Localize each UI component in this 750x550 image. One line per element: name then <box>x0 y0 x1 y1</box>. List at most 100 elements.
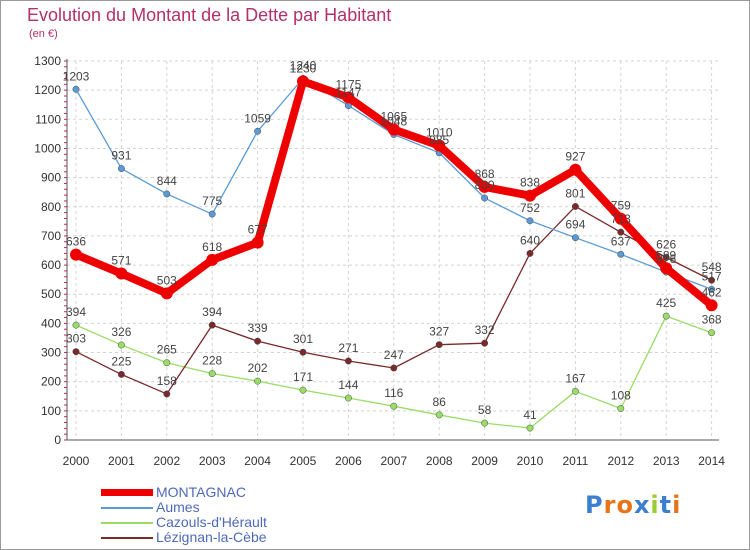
logo-letter: i <box>650 491 660 519</box>
y-tick-label: 500 <box>41 287 61 301</box>
y-tick-label: 1000 <box>34 141 61 155</box>
data-point-cazouls <box>662 312 670 320</box>
data-point-cazouls <box>481 419 489 427</box>
data-point-aumes <box>254 127 262 135</box>
proxiti-logo: Proxiti <box>585 491 681 519</box>
data-point-montagnac <box>478 180 491 193</box>
x-tick-label: 2001 <box>108 454 135 468</box>
data-label-montagnac: 1175 <box>335 77 361 91</box>
data-point-montagnac <box>524 189 536 202</box>
data-label-aumes: 576 <box>656 252 676 266</box>
data-point-cazouls <box>390 402 398 410</box>
x-tick-label: 2002 <box>153 454 180 468</box>
x-tick-label: 2003 <box>199 454 226 468</box>
data-point-aumes <box>708 285 716 293</box>
data-label-aumes: 985 <box>429 133 449 147</box>
data-label-lezignan: 303 <box>66 332 86 346</box>
data-point-montagnac <box>569 163 582 176</box>
data-point-lezignan <box>344 357 352 365</box>
y-tick-label: 700 <box>41 229 61 243</box>
data-label-cazouls: 86 <box>433 395 447 409</box>
y-tick-label: 400 <box>41 316 61 330</box>
logo-letter: t <box>659 491 673 519</box>
data-point-lezignan <box>617 228 625 236</box>
data-point-cazouls <box>344 394 352 402</box>
data-label-montagnac: 677 <box>248 223 268 237</box>
data-label-lezignan: 548 <box>702 260 722 274</box>
legend-swatch-montagnac <box>101 489 153 496</box>
data-point-cazouls <box>163 359 171 367</box>
data-point-lezignan <box>72 348 80 356</box>
data-point-aumes <box>526 217 534 225</box>
data-label-aumes: 931 <box>111 149 131 163</box>
data-label-montagnac: 1065 <box>380 110 407 124</box>
y-tick-label: 1300 <box>34 54 61 68</box>
data-label-lezignan: 327 <box>429 325 449 339</box>
data-label-cazouls: 108 <box>611 389 631 403</box>
x-tick-label: 2004 <box>244 454 271 468</box>
legend-swatch-lezignan <box>101 537 153 539</box>
x-tick-label: 2010 <box>517 454 544 468</box>
data-label-lezignan: 332 <box>475 323 495 337</box>
x-tick-label: 2009 <box>471 454 498 468</box>
x-tick-label: 2007 <box>380 454 407 468</box>
data-label-montagnac: 618 <box>202 240 222 254</box>
legend-label-montagnac: MONTAGNAC <box>156 484 246 500</box>
data-label-aumes: 1240 <box>290 58 317 72</box>
data-label-lezignan: 339 <box>248 321 268 335</box>
data-label-aumes: 1048 <box>380 114 407 128</box>
data-label-montagnac: 868 <box>475 167 495 181</box>
data-point-aumes <box>617 250 625 258</box>
data-point-aumes <box>571 234 579 242</box>
data-label-lezignan: 247 <box>384 348 404 362</box>
data-point-montagnac <box>206 253 219 266</box>
x-tick-label: 2005 <box>290 454 317 468</box>
data-point-montagnac <box>433 139 446 152</box>
data-label-lezignan: 713 <box>611 212 631 226</box>
data-point-montagnac <box>387 123 400 136</box>
data-label-aumes: 517 <box>702 269 722 283</box>
data-point-aumes <box>72 85 80 93</box>
x-tick-label: 2006 <box>335 454 362 468</box>
data-point-lezignan <box>390 364 398 372</box>
data-label-montagnac: 503 <box>157 273 177 287</box>
chart-unit: (en €) <box>29 28 58 40</box>
data-label-montagnac: 838 <box>520 176 540 190</box>
data-label-cazouls: 41 <box>523 408 537 422</box>
data-point-montagnac <box>70 248 82 261</box>
data-label-cazouls: 368 <box>702 313 722 327</box>
data-point-lezignan <box>435 341 443 349</box>
logo-letter: P <box>585 491 604 519</box>
data-point-cazouls <box>435 411 443 419</box>
legend-swatch-aumes <box>101 507 153 509</box>
y-tick-label: 0 <box>54 433 61 447</box>
data-point-montagnac <box>342 91 355 104</box>
data-label-cazouls: 202 <box>248 361 268 375</box>
data-label-aumes: 1203 <box>63 69 90 83</box>
data-point-montagnac <box>660 262 673 275</box>
data-label-aumes: 1147 <box>335 86 361 100</box>
data-point-aumes <box>208 210 216 218</box>
logo-letter: o <box>616 491 634 519</box>
data-point-lezignan <box>571 203 579 210</box>
y-tick-label: 900 <box>41 171 61 185</box>
data-label-cazouls: 265 <box>157 343 177 357</box>
data-label-cazouls: 116 <box>384 386 403 400</box>
data-label-cazouls: 394 <box>66 305 86 319</box>
legend-label-lezignan: Lézignan-la-Cèbe <box>156 529 267 545</box>
data-label-cazouls: 144 <box>338 378 358 392</box>
data-label-aumes: 1059 <box>244 111 271 125</box>
data-point-cazouls <box>617 405 625 412</box>
data-label-cazouls: 425 <box>656 296 676 310</box>
logo-letter: r <box>603 491 617 519</box>
data-point-lezignan <box>662 254 670 261</box>
data-point-montagnac <box>115 267 128 280</box>
data-label-aumes: 694 <box>565 218 585 232</box>
data-label-montagnac: 927 <box>565 150 585 164</box>
data-label-lezignan: 271 <box>338 341 358 355</box>
data-point-montagnac <box>160 287 173 300</box>
data-label-cazouls: 326 <box>111 325 131 339</box>
y-tick-label: 1100 <box>35 112 61 126</box>
legend-swatch-cazouls <box>101 522 153 524</box>
